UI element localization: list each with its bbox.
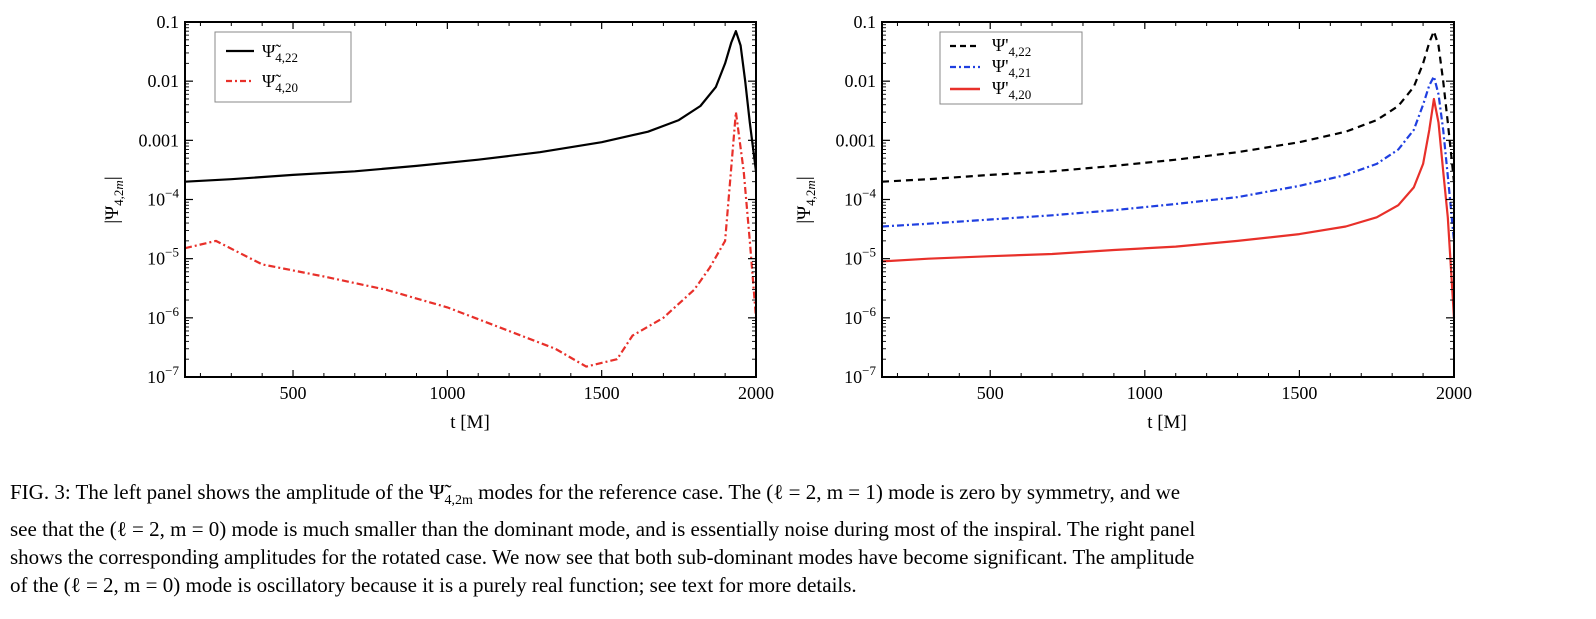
right-legend: Ψ'4,22 Ψ'4,21 Ψ'4,20 — [939, 31, 1083, 105]
series-line-3 — [881, 97, 1456, 318]
y-tick-label: 0.01 — [845, 71, 877, 91]
x-tick-label: 500 — [280, 383, 307, 403]
x-tick-label: 1000 — [1127, 383, 1163, 403]
x-tick-label: 2000 — [1436, 383, 1472, 403]
caption-line-4: of the (ℓ = 2, m = 0) mode is oscillator… — [10, 573, 857, 598]
series-line-2 — [184, 110, 758, 368]
caption-line-2: see that the (ℓ = 2, m = 0) mode is much… — [10, 517, 1196, 542]
y-tick-label: 10−5 — [147, 245, 179, 269]
series-line-1 — [184, 30, 758, 183]
left-ticks: 500 1000 1500 2000 10−7 10−6 10−5 10−4 0.001 0.01… — [139, 12, 775, 403]
y-tick-label: 10−6 — [147, 304, 179, 328]
left-x-axis-label: t [M] — [450, 412, 490, 433]
y-tick-label: 0.1 — [157, 12, 180, 32]
y-tick-label: 10−4 — [147, 186, 179, 210]
figure-caption: FIG. 3: The left panel shows the amplitu… — [10, 478, 1586, 599]
y-tick-label: 0.1 — [854, 12, 877, 32]
series-line-1 — [881, 30, 1456, 183]
caption-line-3: shows the corresponding amplitudes for t… — [10, 545, 1195, 570]
right-legend-box — [939, 31, 1083, 105]
left-legend-box — [214, 31, 352, 103]
right-y-axis-label: |Ψ4,2m| — [794, 176, 818, 223]
y-tick-label: 0.001 — [836, 130, 877, 150]
right-plot-marks — [881, 30, 1456, 318]
figure: 500 1000 1500 2000 10−7 10−6 10−5 10−4 0.001 0.01… — [102, 12, 1472, 433]
y-tick-label: 10−4 — [844, 186, 876, 210]
left-plot-marks — [184, 30, 758, 368]
x-tick-label: 500 — [977, 383, 1004, 403]
x-tick-label: 2000 — [738, 383, 774, 403]
right-panel: 500 1000 1500 2000 10−7 10−6 10−5 10−4 0.001 0.01… — [794, 12, 1472, 433]
x-tick-label: 1000 — [429, 383, 465, 403]
right-x-axis-label: t [M] — [1147, 412, 1187, 433]
y-tick-label: 0.01 — [148, 71, 180, 91]
y-tick-label: 10−7 — [844, 363, 876, 387]
right-ticks: 500 1000 1500 2000 10−7 10−6 10−5 10−4 0.001 0.01… — [836, 12, 1473, 403]
caption-line-1: FIG. 3: The left panel shows the amplitu… — [10, 480, 1181, 509]
x-tick-label: 1500 — [1281, 383, 1317, 403]
left-panel: 500 1000 1500 2000 10−7 10−6 10−5 10−4 0.001 0.01… — [102, 12, 774, 433]
y-tick-label: 0.001 — [139, 130, 180, 150]
series-line-2 — [881, 75, 1456, 242]
left-legend: Ψ̃4,22 Ψ̃4,20 — [214, 31, 352, 103]
y-tick-label: 10−7 — [147, 363, 179, 387]
y-tick-label: 10−6 — [844, 304, 876, 328]
left-y-axis-label: |Ψ4,2m| — [102, 176, 126, 223]
x-tick-label: 1500 — [584, 383, 620, 403]
y-tick-label: 10−5 — [844, 245, 876, 269]
